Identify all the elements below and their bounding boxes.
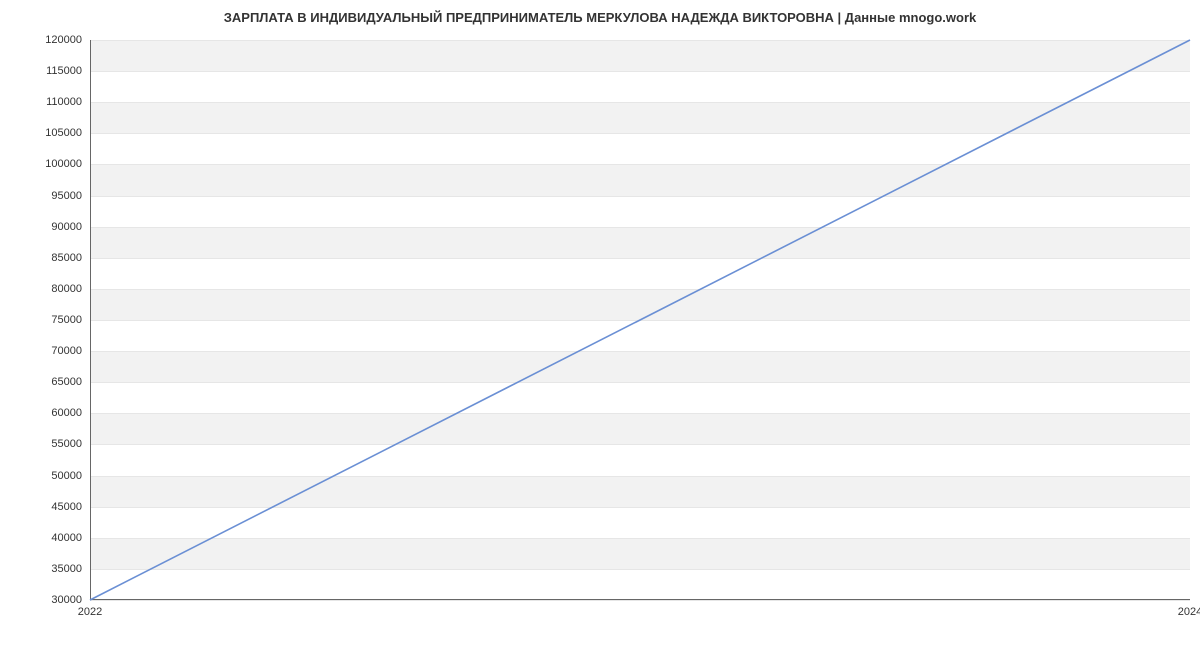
y-tick-label: 105000 [45, 127, 90, 139]
y-tick-label: 65000 [51, 376, 90, 388]
y-tick-label: 55000 [51, 438, 90, 450]
y-tick-label: 45000 [51, 501, 90, 513]
y-tick-label: 40000 [51, 532, 90, 544]
y-tick-label: 110000 [46, 96, 90, 108]
y-tick-label: 35000 [51, 563, 90, 575]
plot-area: 3000035000400004500050000550006000065000… [90, 40, 1190, 600]
y-tick-label: 100000 [45, 158, 90, 170]
y-tick-label: 50000 [51, 470, 90, 482]
y-tick-label: 75000 [51, 314, 90, 326]
line-layer [90, 40, 1190, 600]
y-tick-label: 115000 [46, 65, 90, 77]
y-tick-label: 90000 [51, 221, 90, 233]
y-tick-label: 80000 [51, 283, 90, 295]
x-tick-label: 2022 [78, 600, 102, 618]
y-tick-label: 120000 [45, 34, 90, 46]
chart-title: ЗАРПЛАТА В ИНДИВИДУАЛЬНЫЙ ПРЕДПРИНИМАТЕЛ… [0, 10, 1200, 25]
y-tick-label: 95000 [51, 190, 90, 202]
y-tick-label: 85000 [51, 252, 90, 264]
x-tick-label: 2024 [1178, 600, 1200, 618]
y-tick-label: 60000 [51, 407, 90, 419]
series-line-salary [90, 40, 1190, 600]
y-tick-label: 70000 [51, 345, 90, 357]
chart-container: ЗАРПЛАТА В ИНДИВИДУАЛЬНЫЙ ПРЕДПРИНИМАТЕЛ… [0, 0, 1200, 650]
y-gridline [90, 600, 1190, 601]
